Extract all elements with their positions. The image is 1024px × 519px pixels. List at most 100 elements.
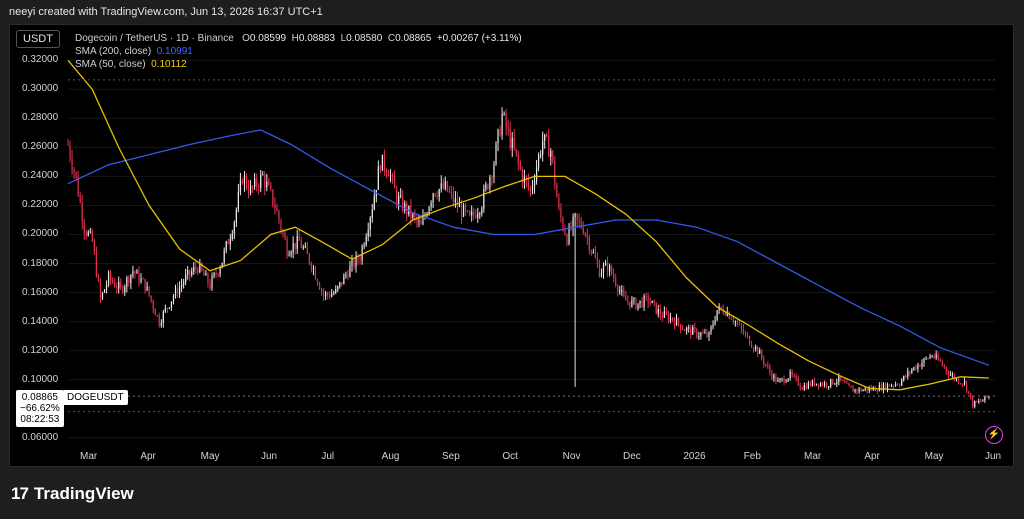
legend-open: 0.08599 — [249, 33, 287, 44]
candle-body — [781, 378, 783, 380]
candle-body — [771, 372, 773, 379]
candle-body — [211, 276, 213, 289]
lightning-icon[interactable]: ⚡ — [985, 426, 1003, 444]
candle-body — [663, 311, 665, 318]
candle-body — [219, 267, 221, 275]
x-tick-label: Jun — [985, 451, 1002, 462]
legend-sma50-row[interactable]: SMA (50, close) 0.10112 — [75, 58, 522, 71]
candle-body — [880, 384, 883, 391]
candle-body — [79, 195, 81, 203]
candle-body — [574, 213, 576, 217]
candle-body — [941, 361, 943, 366]
candle-body — [513, 138, 515, 149]
candle-body — [643, 295, 645, 308]
candle-body — [673, 320, 676, 326]
candle-body — [124, 286, 126, 293]
candle-body — [302, 247, 304, 249]
candle-body — [485, 184, 487, 190]
x-tick-label: Aug — [381, 451, 400, 462]
candle-body — [209, 283, 211, 289]
candle-body — [834, 383, 836, 385]
candle-body — [795, 376, 797, 379]
candle-body — [99, 280, 102, 299]
current-price: 0.08865 — [21, 392, 58, 403]
candle-body — [878, 384, 880, 392]
candle-body — [728, 311, 730, 319]
x-tick-label: May — [200, 451, 220, 462]
candle-body — [576, 213, 578, 220]
candle-body — [974, 401, 976, 407]
candle-body — [148, 286, 150, 296]
candle-body — [440, 183, 442, 190]
candle-body — [452, 191, 455, 202]
candle-body — [343, 275, 345, 285]
candle-body — [101, 292, 104, 299]
candle-body — [897, 384, 899, 386]
candle-body — [972, 396, 974, 407]
candle-body — [316, 279, 319, 284]
candle-body — [696, 329, 698, 337]
candle-body — [282, 230, 284, 234]
candle-body — [213, 272, 215, 277]
candle-body — [398, 196, 400, 205]
y-tick-label: 0.20000 — [22, 228, 59, 240]
candle-body — [594, 252, 597, 258]
candle-body — [724, 313, 726, 316]
candle-body — [365, 236, 367, 246]
candle-body — [621, 290, 623, 292]
candle-body — [168, 307, 171, 309]
candle-body — [588, 237, 590, 251]
candle-body — [675, 317, 678, 326]
candle-body — [95, 252, 98, 277]
candle-body — [791, 371, 793, 376]
candle-body — [690, 327, 692, 335]
quote-currency-button[interactable]: USDT — [16, 30, 60, 48]
candle-body — [828, 386, 830, 388]
y-tick-label: 0.18000 — [22, 257, 59, 269]
candle-body — [568, 226, 570, 245]
candle-body — [702, 332, 704, 334]
candle-body — [590, 250, 592, 253]
candle-body — [775, 375, 777, 382]
x-tick-label: Jun — [261, 451, 278, 462]
candle-body — [665, 311, 668, 314]
candle-body — [856, 389, 858, 392]
candlestick-chart[interactable] — [10, 25, 1013, 466]
candle-body — [487, 184, 489, 189]
candle-body — [379, 166, 381, 171]
candle-body — [377, 166, 379, 190]
candle-body — [744, 333, 747, 335]
candle-body — [142, 278, 144, 280]
candle-body — [629, 301, 631, 307]
candle-body — [223, 250, 225, 263]
candle-body — [933, 356, 935, 358]
candle-body — [448, 191, 450, 193]
legend-low: 0.08580 — [346, 33, 383, 44]
legend-title: Dogecoin / TetherUS · 1D · Binance — [75, 33, 234, 44]
candle-body — [753, 347, 755, 350]
candle-body — [144, 278, 146, 291]
y-tick-label: 0.26000 — [22, 141, 59, 153]
price-change-pct: −66.62% — [20, 403, 60, 414]
chart-panel[interactable]: USDT Dogecoin / TetherUS · 1D · Binance … — [9, 24, 1014, 467]
candle-body — [617, 285, 619, 292]
x-tick-label: Nov — [562, 451, 581, 462]
x-tick-label: 2026 — [683, 451, 706, 462]
y-tick-label: 0.12000 — [22, 344, 59, 356]
candle-body — [156, 315, 158, 317]
candle-body — [564, 229, 566, 235]
candle-body — [586, 234, 588, 238]
candle-body — [844, 380, 846, 383]
candle-body — [446, 181, 448, 192]
candle-body — [345, 274, 347, 276]
candle-body — [604, 262, 607, 266]
candle-body — [231, 233, 233, 239]
candle-body — [355, 255, 357, 268]
candle-body — [288, 254, 290, 256]
candle-body — [921, 362, 923, 367]
candle-body — [503, 113, 505, 115]
candle-body — [128, 277, 130, 284]
legend-sma200-row[interactable]: SMA (200, close) 0.10991 — [75, 45, 522, 58]
tradingview-logo[interactable]: 17 TradingView — [11, 484, 134, 504]
candle-body — [341, 282, 343, 285]
